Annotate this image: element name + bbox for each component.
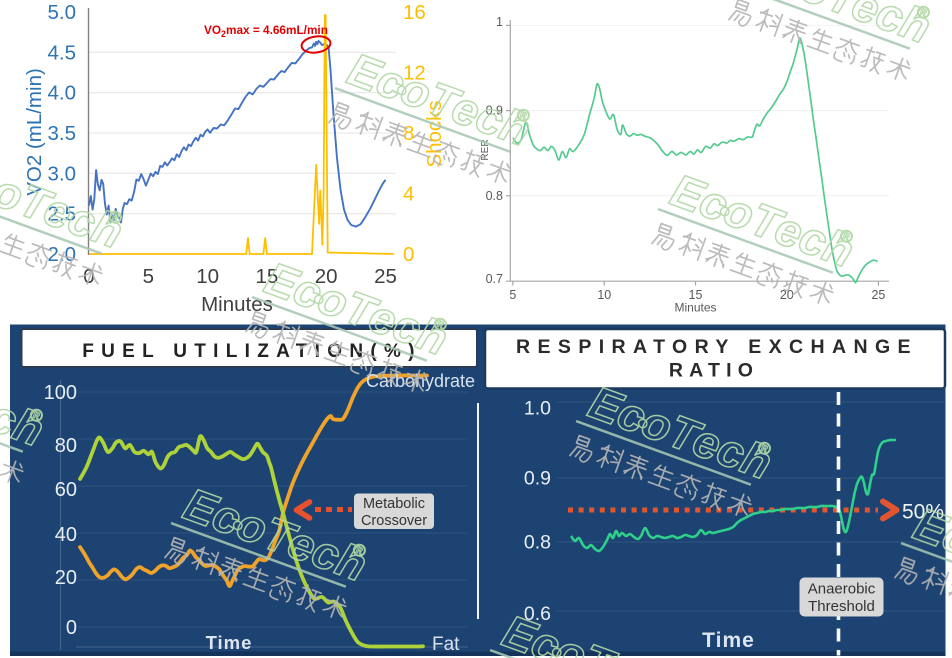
- svg-text:Time: Time: [702, 629, 755, 652]
- svg-text:20: 20: [780, 288, 794, 302]
- svg-text:16: 16: [403, 1, 426, 24]
- svg-text:5: 5: [509, 288, 516, 302]
- svg-text:1.0: 1.0: [524, 398, 551, 420]
- svg-text:80: 80: [55, 435, 77, 457]
- svg-text:8: 8: [403, 122, 414, 145]
- svg-text:0.9: 0.9: [524, 468, 551, 490]
- svg-text:10: 10: [196, 265, 219, 288]
- svg-text:5.0: 5.0: [48, 1, 77, 24]
- svg-text:60: 60: [55, 479, 77, 501]
- svg-text:4: 4: [403, 183, 414, 206]
- svg-text:2.0: 2.0: [48, 243, 77, 266]
- svg-text:Time: Time: [206, 632, 253, 653]
- svg-text:25: 25: [374, 265, 397, 288]
- svg-text:0.8: 0.8: [524, 532, 551, 554]
- svg-text:VO2 (mL/min): VO2 (mL/min): [23, 68, 46, 196]
- svg-text:Crossover: Crossover: [361, 513, 427, 529]
- svg-text:4.5: 4.5: [48, 41, 77, 64]
- svg-text:3.0: 3.0: [48, 162, 77, 185]
- svg-text:1: 1: [496, 15, 503, 29]
- svg-text:3.5: 3.5: [48, 122, 77, 145]
- svg-text:40: 40: [55, 524, 77, 546]
- svg-text:RER: RER: [480, 139, 491, 160]
- svg-text:RATIO: RATIO: [669, 360, 759, 382]
- svg-text:FUEL UTILIZATION(%): FUEL UTILIZATION(%): [82, 341, 422, 362]
- svg-text:20: 20: [55, 567, 77, 589]
- svg-text:5: 5: [143, 265, 154, 288]
- svg-text:Minutes: Minutes: [674, 301, 716, 315]
- svg-text:Fat: Fat: [432, 634, 460, 655]
- svg-text:Anaerobic: Anaerobic: [808, 581, 876, 598]
- svg-text:0: 0: [83, 265, 94, 288]
- svg-text:4.0: 4.0: [48, 82, 77, 105]
- svg-text:Threshold: Threshold: [808, 598, 875, 615]
- svg-text:VO2max = 4.66mL/min: VO2max = 4.66mL/min: [204, 23, 328, 39]
- svg-text:0.8: 0.8: [486, 189, 503, 203]
- svg-text:10: 10: [597, 288, 611, 302]
- svg-text:Metabolic: Metabolic: [363, 496, 425, 512]
- svg-text:RESPIRATORY EXCHANGE: RESPIRATORY EXCHANGE: [516, 336, 918, 358]
- svg-text:0: 0: [403, 243, 414, 266]
- svg-text:0.7: 0.7: [486, 272, 503, 286]
- svg-text:25: 25: [871, 288, 885, 302]
- svg-text:0: 0: [66, 617, 77, 639]
- svg-text:100: 100: [44, 382, 77, 404]
- svg-text:15: 15: [689, 288, 703, 302]
